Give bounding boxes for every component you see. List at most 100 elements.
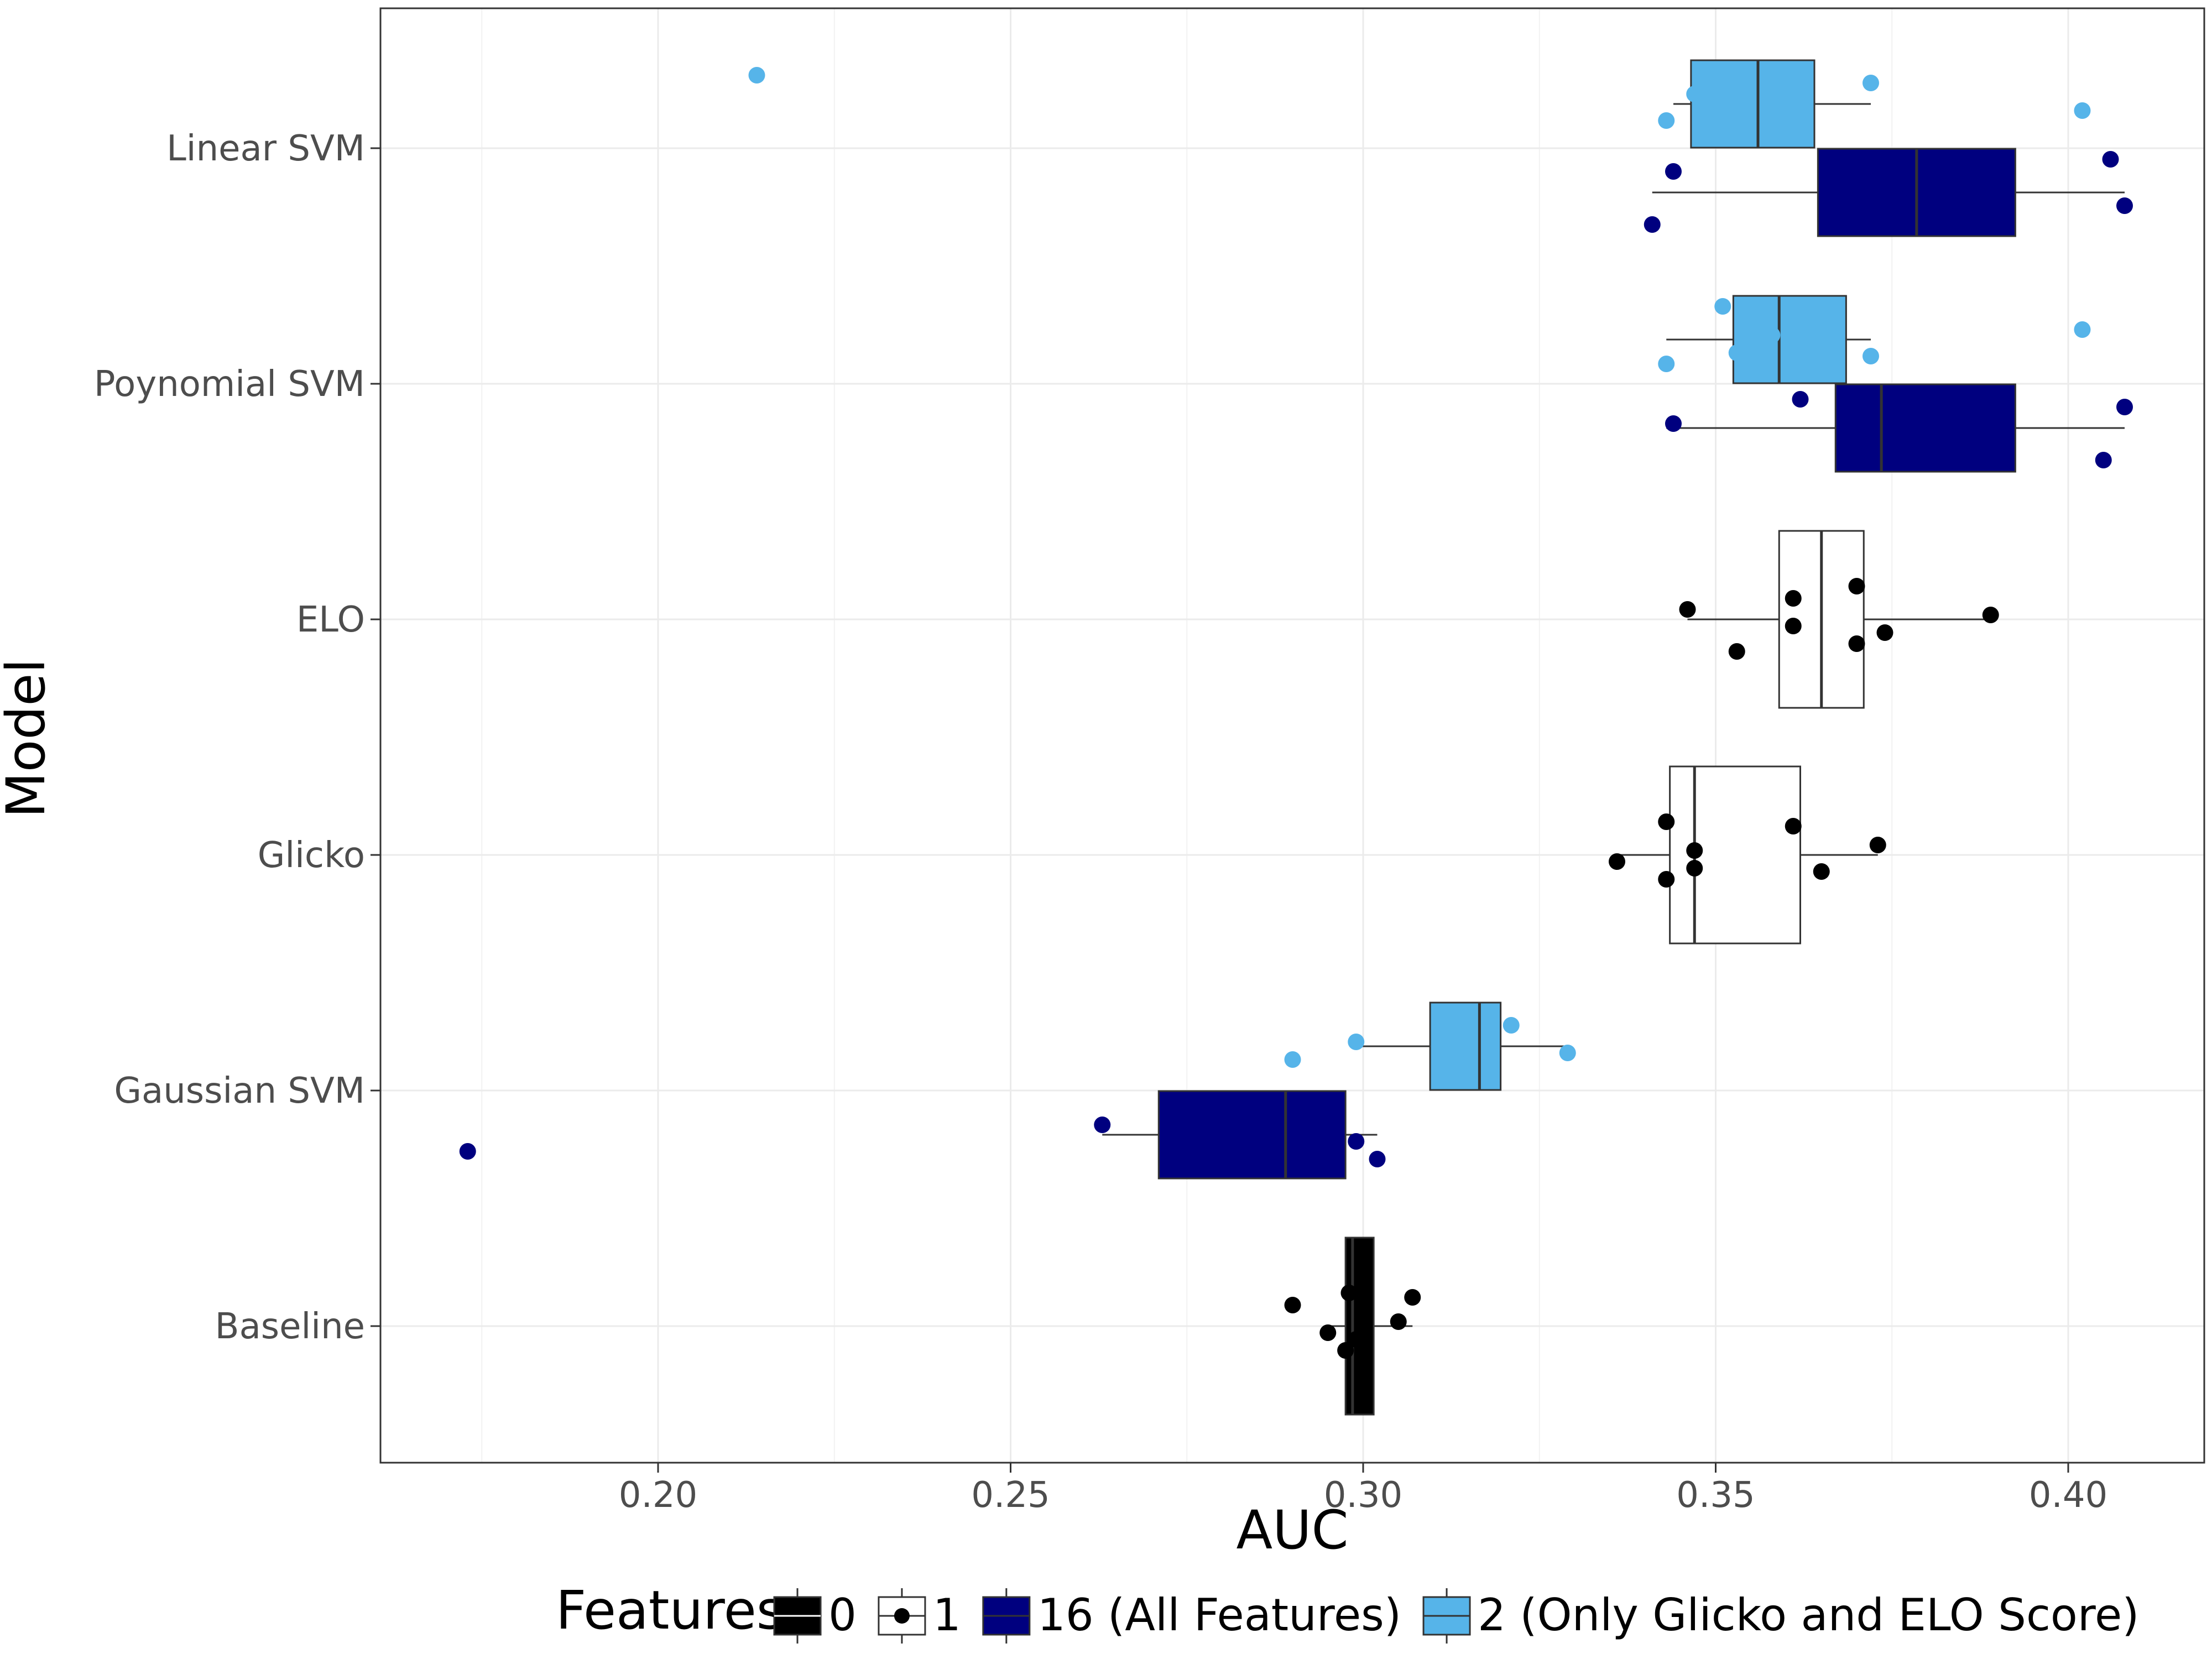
y-tick-label: Gaussian SVM: [114, 1071, 365, 1112]
box-body: [1344, 1237, 1375, 1416]
data-point: [2102, 151, 2119, 168]
legend-label: 16 (All Features): [1037, 1589, 1401, 1641]
data-point: [1855, 436, 1872, 453]
data-point: [1446, 1009, 1463, 1026]
data-point: [1481, 1028, 1499, 1045]
x-axis-ticks: 0.20 0.25 0.30 0.35 0.40: [619, 1463, 2108, 1516]
data-point: [1728, 128, 1745, 144]
data-point: [1728, 643, 1745, 660]
data-point: [1665, 163, 1682, 180]
data-point: [1982, 410, 1999, 426]
legend: Features 0 1 16 (All Features) 2 (Only Glic…: [556, 1579, 2139, 1644]
x-tick-label: 0.35: [1676, 1475, 1755, 1516]
legend-label: 0: [828, 1589, 857, 1641]
data-point: [1094, 1117, 1111, 1133]
data-point: [1863, 348, 1879, 364]
data-point: [1827, 302, 1844, 319]
y-tick-label: Poynomial SVM: [94, 364, 365, 405]
box-linear-svm-features-2: [1673, 59, 1871, 149]
y-tick-label: ELO: [296, 599, 365, 640]
data-point: [1714, 298, 1731, 315]
data-point: [1658, 356, 1675, 372]
data-point: [1305, 1105, 1322, 1122]
data-point: [2116, 399, 2133, 415]
plot-panel-border: [379, 7, 2205, 1464]
y-tick-label: Baseline: [215, 1306, 365, 1347]
data-point: [1348, 1331, 1365, 1348]
legend-item-3: 2 (Only Glicko and ELO Score): [1422, 1588, 2139, 1644]
legend-title: Features: [556, 1579, 784, 1641]
data-point: [1813, 863, 1830, 880]
x-tick-label: 0.25: [971, 1475, 1050, 1516]
data-point: [2074, 321, 2091, 338]
legend-label: 1: [933, 1589, 961, 1641]
x-tick-label: 0.30: [1324, 1475, 1403, 1516]
data-point: [1785, 618, 1802, 634]
data-point: [1340, 1285, 1358, 1301]
data-point: [1348, 1034, 1365, 1050]
legend-item-1: 1: [878, 1588, 961, 1644]
data-point: [1348, 1133, 1365, 1150]
legend-label: 2 (Only Glicko and ELO Score): [1478, 1589, 2139, 1641]
data-point: [1337, 1342, 1354, 1359]
box-layer: [1102, 59, 2125, 1416]
data-point: [1764, 327, 1781, 343]
data-point: [1559, 1045, 1576, 1061]
box-glicko-features-1: [1617, 765, 1878, 945]
data-point: [1848, 635, 1865, 652]
data-point: [1319, 1324, 1337, 1341]
box-linear-svm-features-16: [1652, 148, 2125, 237]
data-point: [1869, 837, 1886, 853]
data-point: [1658, 112, 1675, 129]
box-body: [1690, 59, 1815, 149]
x-axis-title: AUC: [1237, 1499, 1349, 1561]
x-tick-label: 0.20: [619, 1475, 698, 1516]
data-point: [1686, 860, 1703, 877]
data-point: [2095, 452, 2112, 468]
point-layer: [459, 67, 2133, 1359]
x-tick-label: 0.40: [2029, 1475, 2108, 1516]
data-point: [1792, 391, 1809, 408]
data-point: [1284, 1051, 1301, 1068]
data-point: [1404, 1289, 1421, 1306]
legend-item-2: 16 (All Features): [982, 1588, 1401, 1644]
data-point: [1891, 191, 1907, 207]
data-point: [1679, 601, 1696, 618]
data-point: [2074, 102, 2091, 119]
data-point: [1686, 86, 1703, 102]
data-point: [1848, 578, 1865, 594]
data-point: [1390, 1313, 1407, 1330]
data-point: [1644, 216, 1661, 233]
legend-item-0: 0: [773, 1588, 857, 1644]
data-point: [459, 1143, 476, 1160]
data-point: [1876, 624, 1893, 641]
data-point: [1460, 1055, 1478, 1071]
data-point: [1609, 853, 1625, 870]
legend-key-point: [894, 1608, 910, 1624]
data-point: [1171, 1159, 1188, 1175]
data-point: [1785, 590, 1802, 607]
data-point: [1658, 813, 1675, 830]
y-tick-label: Linear SVM: [166, 128, 365, 169]
data-point: [1785, 818, 1802, 834]
data-point: [1503, 1017, 1520, 1034]
data-point: [1982, 208, 1999, 225]
data-point: [2116, 197, 2133, 214]
data-point: [1863, 75, 1879, 91]
y-axis-ticks: Linear SVM Poynomial SVM ELO Glicko Gaussian…: [94, 128, 380, 1347]
data-point: [1728, 345, 1745, 361]
box-body: [1834, 383, 2016, 473]
data-point: [1665, 415, 1682, 432]
data-point: [1686, 842, 1703, 859]
y-axis-title: Model: [0, 659, 57, 818]
data-point: [1481, 1070, 1499, 1087]
data-point: [1369, 1151, 1386, 1167]
box-baseline-features-0: [1328, 1237, 1413, 1416]
y-tick-label: Glicko: [258, 835, 365, 876]
data-point: [1658, 871, 1675, 888]
box-poynomial-svm-features-16: [1666, 383, 2125, 473]
data-point: [748, 67, 765, 84]
data-point: [1284, 1297, 1301, 1313]
